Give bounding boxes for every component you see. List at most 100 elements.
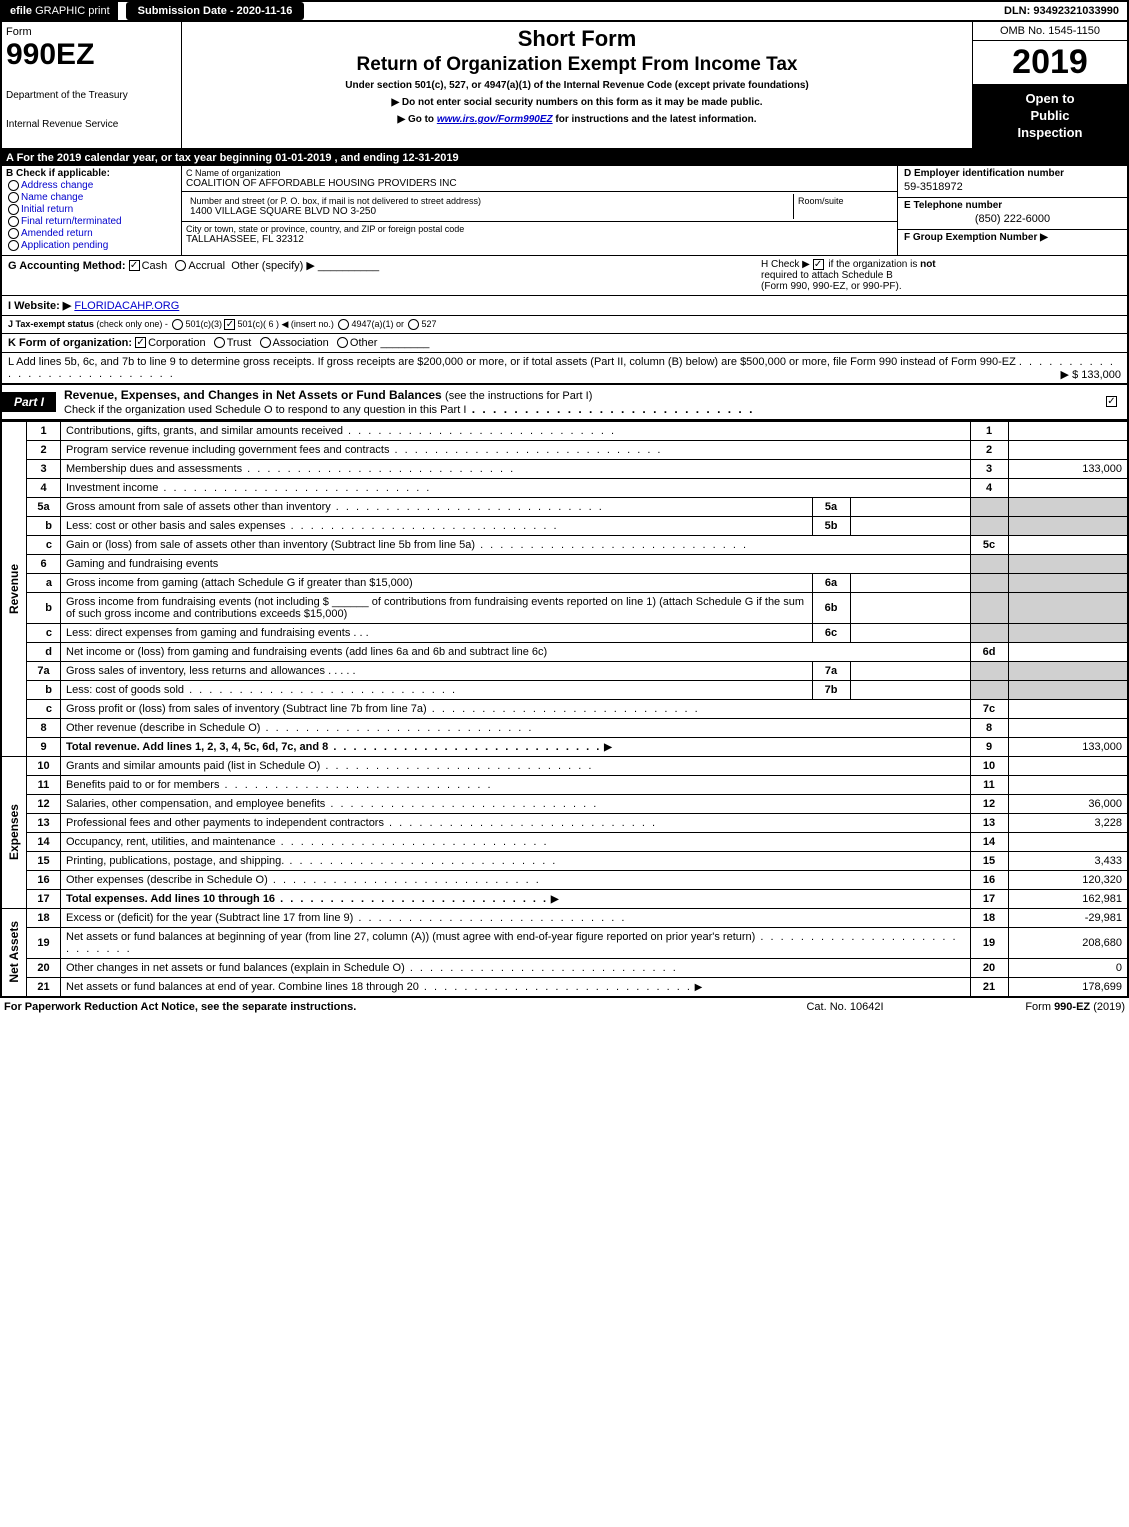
opt-final-return: Final return/terminated — [21, 216, 122, 227]
chk-501c3[interactable] — [172, 319, 183, 330]
col-b: B Check if applicable: Address change Na… — [2, 166, 182, 255]
goto-pre: ▶ Go to — [397, 114, 436, 125]
ln9-ref: 9 — [970, 737, 1008, 756]
chk-h[interactable] — [813, 259, 824, 270]
ln16-num: 16 — [27, 870, 61, 889]
row-13: 13 Professional fees and other payments … — [1, 813, 1128, 832]
ln20-desc: Other changes in net assets or fund bala… — [61, 958, 971, 977]
g-accrual: Accrual — [188, 260, 225, 272]
chk-accrual[interactable] — [175, 260, 186, 271]
chk-final-return[interactable]: Final return/terminated — [6, 216, 177, 227]
ln5b-desc: Less: cost or other basis and sales expe… — [61, 516, 813, 535]
part1-end-checkbox[interactable] — [1106, 396, 1127, 408]
row-9: 9 Total revenue. Add lines 1, 2, 3, 4, 5… — [1, 737, 1128, 756]
top-bar: efile GRAPHIC print Submission Date - 20… — [0, 0, 1129, 20]
org-address: 1400 VILLAGE SQUARE BLVD NO 3-250 — [190, 206, 789, 217]
row-10: Expenses 10 Grants and similar amounts p… — [1, 756, 1128, 775]
ln7c-desc: Gross profit or (loss) from sales of inv… — [61, 699, 971, 718]
chk-4947[interactable] — [338, 319, 349, 330]
ln6a-ref — [970, 573, 1008, 592]
subtitle-goto: ▶ Go to www.irs.gov/Form990EZ for instru… — [190, 114, 964, 125]
ln9-d: Total revenue. Add lines 1, 2, 3, 4, 5c,… — [66, 741, 328, 753]
ln15-ref: 15 — [970, 851, 1008, 870]
ln6-desc: Gaming and fundraising events — [61, 554, 971, 573]
efile-button[interactable]: efile GRAPHIC print — [2, 2, 118, 20]
ln6c-mv — [850, 623, 970, 642]
ln6a-desc: Gross income from gaming (attach Schedul… — [61, 573, 813, 592]
row-7c: c Gross profit or (loss) from sales of i… — [1, 699, 1128, 718]
ln2-desc: Program service revenue including govern… — [61, 440, 971, 459]
chk-other-org[interactable] — [337, 337, 348, 348]
dln-label: DLN: 93492321033990 — [996, 2, 1127, 20]
i-right-empty — [761, 299, 1121, 312]
g-label: G Accounting Method: — [8, 260, 126, 272]
g-cash: Cash — [142, 260, 168, 272]
ln12-ref: 12 — [970, 794, 1008, 813]
ln11-d: Benefits paid to or for members — [66, 779, 219, 791]
ln11-ref: 11 — [970, 775, 1008, 794]
header-left: Form 990EZ Department of the Treasury In… — [2, 22, 182, 148]
ln1-ref: 1 — [970, 421, 1008, 440]
chk-501c[interactable] — [224, 319, 235, 330]
ln5c-desc: Gain or (loss) from sale of assets other… — [61, 535, 971, 554]
row-8: 8 Other revenue (describe in Schedule O)… — [1, 718, 1128, 737]
chk-initial-return[interactable]: Initial return — [6, 204, 177, 215]
row-5a: 5a Gross amount from sale of assets othe… — [1, 497, 1128, 516]
ein-label: D Employer identification number — [904, 168, 1121, 179]
row-i: I Website: ▶ FLORIDACAHP.ORG — [0, 296, 1129, 316]
chk-527[interactable] — [408, 319, 419, 330]
row-2: 2 Program service revenue including gove… — [1, 440, 1128, 459]
chk-corp[interactable] — [135, 337, 146, 348]
row-21: 21 Net assets or fund balances at end of… — [1, 977, 1128, 996]
ln7b-desc: Less: cost of goods sold — [61, 680, 813, 699]
ln15-num: 15 — [27, 851, 61, 870]
ln7b-mv — [850, 680, 970, 699]
website-link[interactable]: FLORIDACAHP.ORG — [74, 300, 179, 312]
ln8-d: Other revenue (describe in Schedule O) — [66, 722, 260, 734]
c-addr-left: Number and street (or P. O. box, if mail… — [186, 194, 793, 219]
ln7c-d: Gross profit or (loss) from sales of inv… — [66, 703, 427, 715]
chk-amended-return[interactable]: Amended return — [6, 228, 177, 239]
chk-assoc[interactable] — [260, 337, 271, 348]
irs-link[interactable]: www.irs.gov/Form990EZ — [437, 114, 553, 125]
row-11: 11 Benefits paid to or for members 11 — [1, 775, 1128, 794]
submission-date-button[interactable]: Submission Date - 2020-11-16 — [126, 2, 305, 20]
row-6b: b Gross income from fundraising events (… — [1, 592, 1128, 623]
h-pre: H Check ▶ — [761, 259, 813, 270]
chk-name-change[interactable]: Name change — [6, 192, 177, 203]
part1-title: Revenue, Expenses, and Changes in Net As… — [56, 385, 1106, 419]
ln6b-val — [1008, 592, 1128, 623]
ln3-val: 133,000 — [1008, 459, 1128, 478]
footer-right: Form 990-EZ (2019) — [945, 1001, 1125, 1013]
chk-cash[interactable] — [129, 260, 140, 271]
ln8-desc: Other revenue (describe in Schedule O) — [61, 718, 971, 737]
chk-address-change[interactable]: Address change — [6, 180, 177, 191]
ln4-num: 4 — [27, 478, 61, 497]
ln1-d: Contributions, gifts, grants, and simila… — [66, 425, 343, 437]
part1-table: Revenue 1 Contributions, gifts, grants, … — [0, 421, 1129, 997]
chk-application-pending[interactable]: Application pending — [6, 240, 177, 251]
ln17-desc: Total expenses. Add lines 10 through 16 — [61, 889, 971, 908]
ln3-d: Membership dues and assessments — [66, 463, 242, 475]
ln7a-num: 7a — [27, 661, 61, 680]
open3: Inspection — [1017, 125, 1082, 140]
ln6-num: 6 — [27, 554, 61, 573]
ln12-desc: Salaries, other compensation, and employ… — [61, 794, 971, 813]
subtitle-section: Under section 501(c), 527, or 4947(a)(1)… — [190, 80, 964, 91]
chk-trust[interactable] — [214, 337, 225, 348]
ln6d-val — [1008, 642, 1128, 661]
ln5c-num: c — [27, 535, 61, 554]
ln19-ref: 19 — [970, 927, 1008, 958]
ln15-desc: Printing, publications, postage, and shi… — [61, 851, 971, 870]
ln13-ref: 13 — [970, 813, 1008, 832]
c-room: Room/suite — [793, 194, 893, 219]
ln12-val: 36,000 — [1008, 794, 1128, 813]
part1-title-text: Revenue, Expenses, and Changes in Net As… — [64, 388, 442, 402]
row-a-tax-year: A For the 2019 calendar year, or tax yea… — [0, 150, 1129, 166]
side-revenue: Revenue — [1, 421, 27, 756]
d-phone: E Telephone number (850) 222-6000 — [898, 198, 1127, 230]
part1-header: Part I Revenue, Expenses, and Changes in… — [0, 384, 1129, 421]
row-20: 20 Other changes in net assets or fund b… — [1, 958, 1128, 977]
c-addr-row: Number and street (or P. O. box, if mail… — [182, 192, 897, 222]
ln19-num: 19 — [27, 927, 61, 958]
